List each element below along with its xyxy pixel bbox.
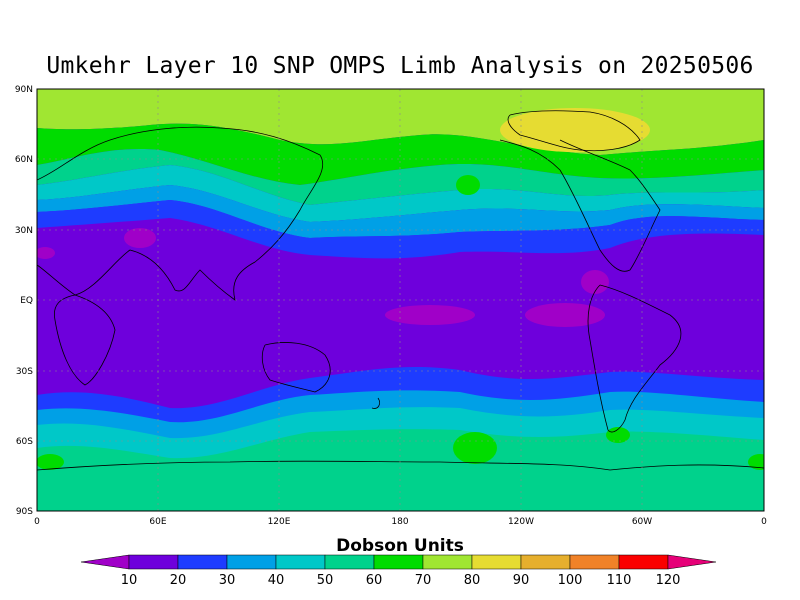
colorbar-min-arrow xyxy=(80,554,130,570)
band-n-60 xyxy=(37,148,764,205)
colorbar-label: 60 xyxy=(366,573,383,588)
graticule xyxy=(37,89,764,511)
colorbar: 10 20 30 40 50 60 70 80 90 100 110 120 xyxy=(80,554,717,588)
lat-label: 90N xyxy=(15,85,33,95)
low-pacific xyxy=(385,305,475,325)
colorbar-swatch xyxy=(324,554,375,570)
low-africa xyxy=(37,247,55,259)
colorbar-swatch xyxy=(569,554,620,570)
high-s-atlantic xyxy=(748,454,764,470)
lat-label: 30S xyxy=(16,367,33,377)
band-n-40 xyxy=(37,185,764,238)
lon-label: 60W xyxy=(632,517,652,527)
lon-label: 120E xyxy=(268,517,291,527)
high-s-pacific xyxy=(453,432,497,464)
colorbar-swatch xyxy=(226,554,277,570)
low-caribbean xyxy=(581,270,609,294)
lon-label: 0 xyxy=(761,517,767,527)
lon-labels: 0 60E 120E 180 120W 60W 0 xyxy=(34,517,767,527)
colorbar-label: 80 xyxy=(464,573,481,588)
colorbar-swatch xyxy=(177,554,228,570)
colorbar-swatch xyxy=(471,554,522,570)
lat-label: 90S xyxy=(16,507,33,517)
colorbar-label: 50 xyxy=(317,573,334,588)
high-s-indian xyxy=(37,454,64,470)
lat-labels: 90N 60N 30N EQ 30S 60S 90S xyxy=(15,85,33,517)
band-n-50 xyxy=(37,165,764,222)
lat-label: EQ xyxy=(20,296,33,306)
colorbar-title: Dobson Units xyxy=(336,536,464,556)
low-middle-east xyxy=(124,228,156,248)
colorbar-label: 20 xyxy=(170,573,187,588)
high-pacific-n xyxy=(456,175,480,195)
band-n-30 xyxy=(37,200,764,259)
high-arctic xyxy=(500,108,650,152)
colorbar-swatch xyxy=(373,554,424,570)
band-n-70 xyxy=(37,123,764,185)
colorbar-swatch xyxy=(618,554,669,570)
map-frame xyxy=(36,88,765,512)
colorbar-label: 10 xyxy=(121,573,138,588)
high-s-america xyxy=(606,427,630,443)
ozone-field xyxy=(37,89,764,511)
lon-label: 120W xyxy=(508,517,534,527)
colorbar-swatch xyxy=(520,554,571,570)
map-title: Umkehr Layer 10 SNP OMPS Limb Analysis o… xyxy=(46,53,754,79)
colorbar-label: 110 xyxy=(607,573,632,588)
band-s-60 xyxy=(37,429,764,511)
coastlines xyxy=(37,110,764,471)
lon-label: 180 xyxy=(391,517,408,527)
lat-label: 30N xyxy=(15,226,33,236)
colorbar-label: 40 xyxy=(268,573,285,588)
colorbar-label: 120 xyxy=(656,573,681,588)
colorbar-label: 100 xyxy=(558,573,583,588)
colorbar-swatch xyxy=(422,554,473,570)
colorbar-label: 70 xyxy=(415,573,432,588)
lat-label: 60S xyxy=(16,437,33,447)
lon-label: 60E xyxy=(149,517,166,527)
colorbar-label: 90 xyxy=(513,573,530,588)
colorbar-max-arrow xyxy=(667,554,717,570)
colorbar-swatch xyxy=(275,554,326,570)
colorbar-label: 30 xyxy=(219,573,236,588)
low-east-pacific xyxy=(525,303,605,327)
lat-label: 60N xyxy=(15,155,33,165)
lon-label: 0 xyxy=(34,517,40,527)
colorbar-swatch xyxy=(128,554,179,570)
